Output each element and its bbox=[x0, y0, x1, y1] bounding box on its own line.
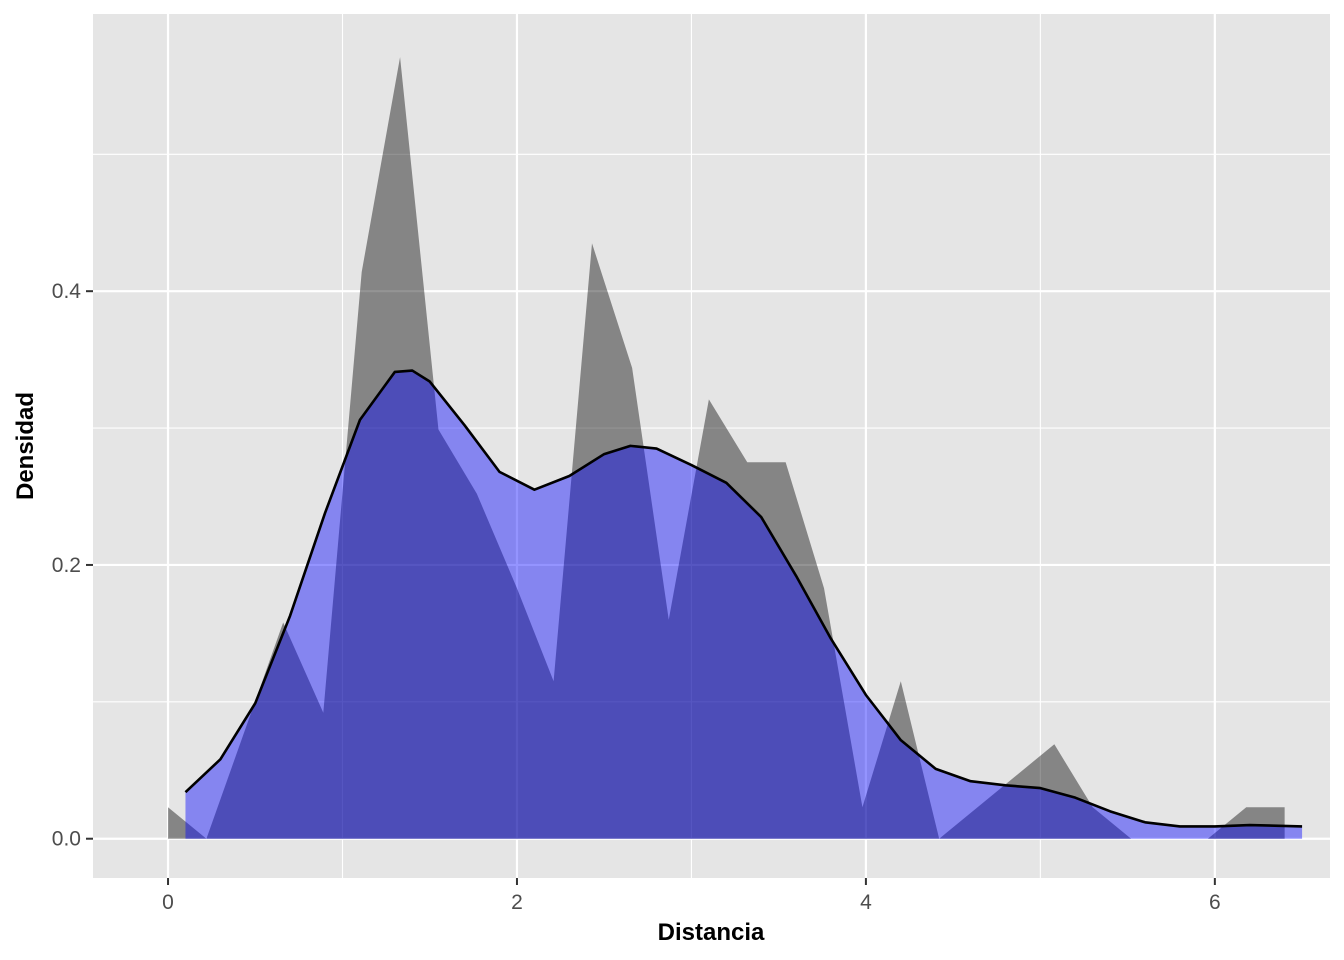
y-tick-label: 0.2 bbox=[52, 554, 81, 577]
frequency-polygon-area bbox=[168, 57, 1285, 839]
x-axis-title: Distancia bbox=[658, 919, 765, 946]
x-tick-label: 6 bbox=[1209, 891, 1221, 914]
y-axis-title: Densidad bbox=[12, 392, 39, 500]
y-tick-label: 0.4 bbox=[52, 280, 82, 303]
axis-ticks bbox=[86, 290, 1216, 885]
series-layer bbox=[168, 57, 1303, 839]
y-tick-label: 0.0 bbox=[52, 828, 81, 851]
x-tick-labels: 0 2 4 6 bbox=[162, 891, 1221, 914]
plot-panel bbox=[93, 14, 1330, 878]
density-area bbox=[185, 370, 1303, 839]
x-tick-label: 0 bbox=[162, 891, 174, 914]
density-curve bbox=[184, 369, 1303, 828]
y-tick-labels: 0.0 0.2 0.4 bbox=[52, 280, 82, 851]
x-tick-label: 4 bbox=[860, 891, 872, 914]
x-tick-label: 2 bbox=[511, 891, 523, 914]
grid-minor-lines bbox=[93, 14, 1330, 878]
grid-major-lines bbox=[93, 14, 1330, 878]
